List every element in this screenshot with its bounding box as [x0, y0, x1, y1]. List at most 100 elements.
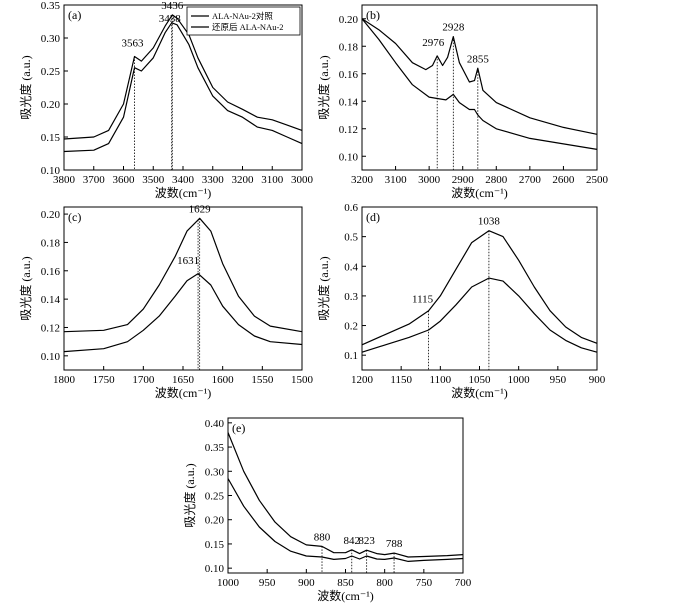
peak-label: 823: [358, 535, 375, 547]
series-line-2: [63, 22, 303, 153]
x-tick-label: 1200: [351, 374, 374, 386]
series-line-2: [63, 273, 303, 353]
legend-entry: ALA-NAu-2对照: [212, 11, 273, 21]
x-tick-label: 3100: [261, 174, 284, 186]
y-tick-label: 0.20: [205, 515, 225, 527]
peak-label: 3436: [161, 0, 184, 12]
legend-box: [186, 6, 301, 36]
x-tick-label: 3200: [232, 174, 255, 186]
y-tick-label: 0.20: [41, 209, 61, 221]
x-tick-label: 1050: [469, 374, 492, 386]
panel-b: 3200 3100 3000 2900 2800 2700 2600 2500 0.10 0.12…: [316, 4, 609, 200]
y-tick-label: 0.25: [205, 491, 225, 503]
y-tick-label: 0.15: [41, 132, 61, 144]
panel-letter: (e): [232, 421, 245, 435]
x-tick-label: 850: [337, 577, 354, 589]
panel-letter: (d): [366, 210, 380, 224]
x-tick-label: 3600: [113, 174, 136, 186]
x-axis-title: 波数(cm⁻¹): [155, 185, 212, 200]
x-tick-label: 1150: [390, 374, 412, 386]
y-tick-label: 0.35: [205, 442, 225, 454]
y-tick-label: 0.16: [41, 266, 61, 278]
y-axis-title: 吸光度 (a.u.): [182, 463, 197, 527]
x-tick-label: 1650: [172, 374, 195, 386]
peak-label: 3438: [159, 13, 182, 25]
x-tick-label: 1000: [217, 577, 240, 589]
y-tick-label: 0.18: [41, 237, 61, 249]
peak-label: 880: [314, 531, 331, 543]
y-axis-title: 吸光度 (a.u.): [18, 256, 33, 320]
x-tick-label: 1800: [53, 374, 76, 386]
peak-label: 1629: [189, 203, 212, 215]
x-tick-label: 2700: [519, 174, 542, 186]
y-tick-label: 0.40: [205, 418, 225, 430]
plot-frame: [361, 4, 598, 171]
x-tick-label: 2800: [485, 174, 508, 186]
x-axis-title: 波数(cm⁻¹): [155, 385, 212, 400]
series-line-2: [227, 478, 464, 562]
y-axis-title: 吸光度 (a.u.): [18, 55, 33, 119]
y-tick-label: 0.1: [344, 350, 358, 362]
x-tick-label: 950: [550, 374, 567, 386]
x-tick-label: 1600: [212, 374, 235, 386]
peak-label: 1631: [177, 255, 199, 267]
x-tick-label: 1750: [93, 374, 116, 386]
y-tick-label: 0.2: [344, 321, 358, 333]
peak-label: 3563: [122, 37, 145, 49]
y-tick-label: 0.5: [344, 232, 358, 244]
x-tick-label: 700: [455, 577, 472, 589]
y-tick-label: 0.18: [339, 41, 359, 53]
legend-entry: 还原后 ALA-NAu-2: [212, 22, 284, 32]
x-tick-label: 3700: [83, 174, 106, 186]
y-tick-label: 0.6: [344, 202, 358, 214]
x-tick-label: 1700: [132, 374, 155, 386]
x-tick-label: 750: [416, 577, 433, 589]
peak-label: 788: [386, 538, 403, 550]
series-line-2: [361, 277, 598, 353]
plot-frame: [227, 417, 464, 574]
plot-frame: [63, 206, 303, 371]
panel-c: 1800 1750 1700 1650 1600 1550 1500 0.10 0.12 0.14…: [18, 203, 314, 400]
panel-letter: (c): [68, 210, 81, 224]
y-tick-label: 0.35: [41, 0, 61, 12]
x-tick-label: 3800: [53, 174, 76, 186]
peak-label: 1038: [478, 216, 501, 228]
y-axis-title: 吸光度 (a.u.): [316, 55, 331, 119]
x-tick-label: 800: [376, 577, 393, 589]
series-line-1: [361, 18, 598, 135]
x-axis-title: 波数(cm⁻¹): [317, 588, 374, 603]
x-tick-label: 3000: [291, 174, 314, 186]
x-tick-label: 3000: [418, 174, 441, 186]
y-tick-label: 0.3: [344, 291, 358, 303]
panel-letter: (a): [68, 8, 81, 22]
peak-label: 2928: [442, 22, 465, 34]
x-tick-label: 2600: [552, 174, 575, 186]
x-tick-label: 3100: [385, 174, 408, 186]
y-tick-label: 0.14: [339, 96, 359, 108]
y-tick-label: 0.10: [41, 351, 61, 363]
x-tick-label: 3400: [172, 174, 195, 186]
y-tick-label: 0.10: [41, 165, 61, 177]
x-tick-label: 1500: [291, 374, 314, 386]
y-tick-label: 0.30: [205, 466, 225, 478]
y-tick-label: 0.20: [339, 14, 359, 26]
x-tick-label: 3300: [202, 174, 225, 186]
y-tick-label: 0.4: [344, 261, 358, 273]
x-axis-title: 波数(cm⁻¹): [451, 185, 508, 200]
y-tick-label: 0.10: [205, 563, 225, 575]
x-tick-label: 3500: [142, 174, 165, 186]
y-tick-label: 0.16: [339, 69, 359, 81]
series-line-1: [63, 14, 303, 140]
panel-d: 1200 1150 1100 1050 1000 950 900 0.1 0.2 0.3 0.4 0.…: [316, 202, 606, 400]
x-tick-label: 900: [589, 374, 606, 386]
panel-letter: (b): [366, 8, 380, 22]
y-axis-title: 吸光度 (a.u.): [316, 256, 331, 320]
y-tick-label: 0.12: [41, 322, 60, 334]
y-tick-label: 0.10: [339, 151, 359, 163]
x-tick-label: 1550: [251, 374, 274, 386]
x-axis-title: 波数(cm⁻¹): [451, 385, 508, 400]
y-tick-label: 0.15: [205, 539, 225, 551]
y-tick-label: 0.30: [41, 33, 61, 45]
